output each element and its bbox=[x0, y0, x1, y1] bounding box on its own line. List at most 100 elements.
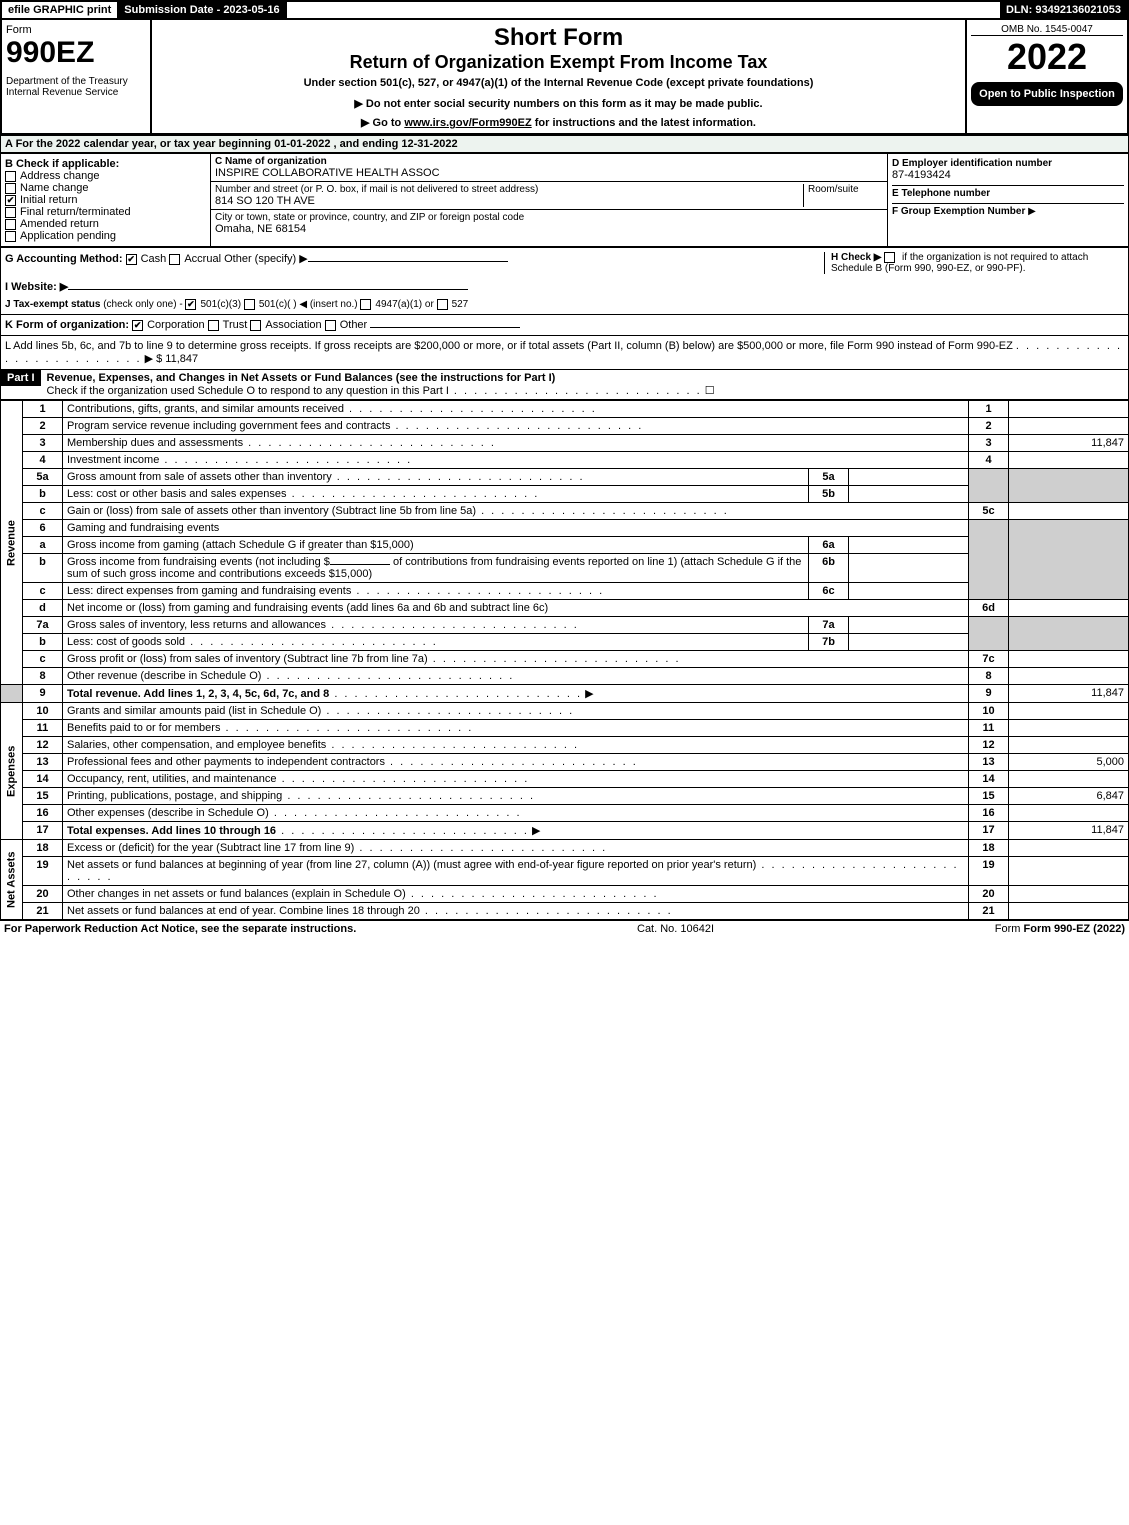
l-value: $ 11,847 bbox=[156, 353, 198, 365]
l21-rn: 21 bbox=[969, 903, 1009, 920]
l3-rn: 3 bbox=[969, 435, 1009, 452]
l5c-num: c bbox=[23, 503, 63, 520]
j-row: J Tax-exempt status (check only one) - ✔… bbox=[5, 299, 1124, 310]
h-row: H Check ▶ if the organization is not req… bbox=[824, 252, 1124, 274]
part1-table: Revenue 1 Contributions, gifts, grants, … bbox=[0, 400, 1129, 920]
j-label: J Tax-exempt status bbox=[5, 299, 100, 310]
l1-rn: 1 bbox=[969, 401, 1009, 418]
b-opt-0[interactable]: Address change bbox=[5, 170, 206, 182]
dots bbox=[344, 403, 597, 415]
revenue-side: Revenue bbox=[1, 401, 23, 685]
dots bbox=[185, 636, 438, 648]
l2-rn: 2 bbox=[969, 418, 1009, 435]
b-opt-5[interactable]: Application pending bbox=[5, 230, 206, 242]
l2-text: Program service revenue including govern… bbox=[67, 420, 390, 432]
footer: For Paperwork Reduction Act Notice, see … bbox=[0, 920, 1129, 937]
l16-num: 16 bbox=[23, 805, 63, 822]
g-other-line[interactable] bbox=[308, 261, 508, 262]
c-street-label: Number and street (or P. O. box, if mail… bbox=[215, 184, 803, 195]
section-l: L Add lines 5b, 6c, and 7b to line 9 to … bbox=[0, 336, 1129, 370]
l6b-blank[interactable] bbox=[330, 564, 390, 565]
line-6c: c Less: direct expenses from gaming and … bbox=[1, 583, 1129, 600]
k-assoc-check[interactable] bbox=[250, 320, 261, 331]
section-b: B Check if applicable: Address change Na… bbox=[1, 154, 211, 246]
l1-num: 1 bbox=[23, 401, 63, 418]
b-opt-3[interactable]: Final return/terminated bbox=[5, 206, 206, 218]
line-7c: c Gross profit or (loss) from sales of i… bbox=[1, 651, 1129, 668]
l19-val bbox=[1009, 857, 1129, 886]
l10-text: Grants and similar amounts paid (list in… bbox=[67, 705, 321, 717]
grey-7 bbox=[969, 617, 1009, 651]
b-opt-5-label: Application pending bbox=[20, 230, 116, 242]
g-cash-check[interactable]: ✔ bbox=[126, 254, 137, 265]
line-6d: d Net income or (loss) from gaming and f… bbox=[1, 600, 1129, 617]
line-5b: b Less: cost or other basis and sales ex… bbox=[1, 486, 1129, 503]
line-6b: b Gross income from fundraising events (… bbox=[1, 554, 1129, 583]
part1-header: Part I Revenue, Expenses, and Changes in… bbox=[0, 370, 1129, 400]
b-opt-4-label: Amended return bbox=[20, 218, 99, 230]
l5a-subval bbox=[849, 469, 969, 486]
g-other: Other (specify) ▶ bbox=[224, 253, 308, 265]
l5c-val bbox=[1009, 503, 1129, 520]
l7a-num: 7a bbox=[23, 617, 63, 634]
dots bbox=[385, 756, 638, 768]
top-bar: efile GRAPHIC print Submission Date - 20… bbox=[0, 0, 1129, 20]
omb: OMB No. 1545-0047 bbox=[971, 24, 1123, 36]
l6d-num: d bbox=[23, 600, 63, 617]
line-11: 11 Benefits paid to or for members 11 bbox=[1, 720, 1129, 737]
l13-text: Professional fees and other payments to … bbox=[67, 756, 385, 768]
j-501c-check[interactable] bbox=[244, 299, 255, 310]
open-public: Open to Public Inspection bbox=[971, 82, 1123, 106]
l8-val bbox=[1009, 668, 1129, 685]
l1-val bbox=[1009, 401, 1129, 418]
l4-num: 4 bbox=[23, 452, 63, 469]
l10-rn: 10 bbox=[969, 703, 1009, 720]
g-accrual-check[interactable] bbox=[169, 254, 180, 265]
l20-val bbox=[1009, 886, 1129, 903]
dots bbox=[420, 905, 673, 917]
section-def: D Employer identification number 87-4193… bbox=[888, 154, 1128, 246]
b-opt-1-label: Name change bbox=[20, 182, 89, 194]
l10-num: 10 bbox=[23, 703, 63, 720]
l6c-sn: 6c bbox=[809, 583, 849, 600]
k-trust-check[interactable] bbox=[208, 320, 219, 331]
l14-num: 14 bbox=[23, 771, 63, 788]
l4-rn: 4 bbox=[969, 452, 1009, 469]
k-corp-check[interactable]: ✔ bbox=[132, 320, 143, 331]
h-check[interactable] bbox=[884, 252, 895, 263]
line-18: Net Assets 18 Excess or (deficit) for th… bbox=[1, 840, 1129, 857]
l8-text: Other revenue (describe in Schedule O) bbox=[67, 670, 261, 682]
l14-val bbox=[1009, 771, 1129, 788]
l-arrow-icon: ▶ bbox=[145, 353, 153, 365]
l8-rn: 8 bbox=[969, 668, 1009, 685]
j-527-check[interactable] bbox=[437, 299, 448, 310]
j-501c3-check[interactable]: ✔ bbox=[185, 299, 196, 310]
section-a: A For the 2022 calendar year, or tax yea… bbox=[0, 135, 1129, 153]
submission-date: Submission Date - 2023-05-16 bbox=[118, 2, 286, 18]
line-13: 13 Professional fees and other payments … bbox=[1, 754, 1129, 771]
dots bbox=[220, 722, 473, 734]
l3-num: 3 bbox=[23, 435, 63, 452]
b-opt-2[interactable]: ✔Initial return bbox=[5, 194, 206, 206]
l7b-text: Less: cost of goods sold bbox=[67, 636, 185, 648]
l17-text: Total expenses. Add lines 10 through 16 bbox=[67, 825, 276, 837]
dots bbox=[321, 705, 574, 717]
l21-text: Net assets or fund balances at end of ye… bbox=[67, 905, 420, 917]
k-other-line[interactable] bbox=[370, 327, 520, 328]
goto-link[interactable]: www.irs.gov/Form990EZ bbox=[404, 117, 531, 129]
l19-rn: 19 bbox=[969, 857, 1009, 886]
foot-right-text: Form 990-EZ (2022) bbox=[1024, 923, 1125, 935]
k-other-check[interactable] bbox=[325, 320, 336, 331]
j-4947-check[interactable] bbox=[360, 299, 371, 310]
l14-rn: 14 bbox=[969, 771, 1009, 788]
l6b-sn: 6b bbox=[809, 554, 849, 583]
l8-num: 8 bbox=[23, 668, 63, 685]
b-opt-4[interactable]: Amended return bbox=[5, 218, 206, 230]
b-opt-1[interactable]: Name change bbox=[5, 182, 206, 194]
tax-year: 2022 bbox=[971, 36, 1123, 78]
short-form: Short Form bbox=[156, 24, 961, 52]
g-row: G Accounting Method: ✔Cash Accrual Other… bbox=[5, 252, 824, 274]
l6b-t1: Gross income from fundraising events (no… bbox=[67, 556, 330, 568]
part1-check[interactable]: ☐ bbox=[705, 385, 715, 397]
website-line[interactable] bbox=[68, 289, 468, 290]
